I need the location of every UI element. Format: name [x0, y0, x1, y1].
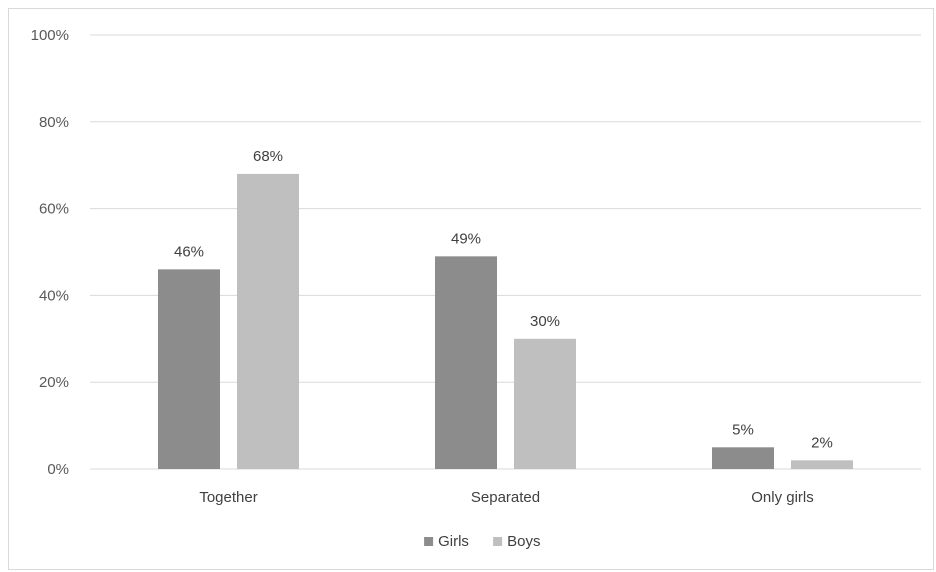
x-axis-categories: Together Separated Only girls [199, 489, 813, 506]
y-tick-label: 40% [39, 287, 69, 304]
bar-boys-together [237, 173, 299, 469]
legend-swatch-girls [424, 537, 434, 546]
bar-girls-together [158, 269, 220, 469]
category-label: Only girls [751, 489, 814, 506]
y-tick-label: 20% [39, 374, 69, 391]
data-label: 5% [732, 421, 754, 438]
y-axis-ticks: 0% 20% 40% 60% 80% 100% [31, 27, 69, 478]
data-label: 68% [253, 148, 283, 165]
data-label: 2% [811, 434, 833, 451]
bar-girls-separated [435, 256, 497, 469]
data-labels: 46% 68% 49% 30% 5% 2% [174, 148, 833, 451]
data-label: 46% [174, 243, 204, 260]
y-tick-label: 0% [47, 461, 69, 478]
legend-swatch-boys [493, 537, 503, 546]
category-label: Separated [471, 489, 540, 506]
y-tick-label: 80% [39, 114, 69, 131]
legend-label-boys: Boys [507, 533, 540, 550]
bar-boys-only-girls [791, 460, 853, 469]
bar-girls-only-girls [712, 447, 774, 469]
legend: Girls Boys [424, 533, 540, 550]
bars [158, 173, 853, 469]
category-label: Together [199, 489, 257, 506]
y-tick-label: 60% [39, 201, 69, 218]
data-label: 30% [530, 313, 560, 330]
y-tick-label: 100% [31, 27, 69, 44]
gridlines [90, 34, 921, 470]
data-label: 49% [451, 230, 481, 247]
bar-boys-separated [514, 338, 576, 469]
legend-label-girls: Girls [438, 533, 469, 550]
